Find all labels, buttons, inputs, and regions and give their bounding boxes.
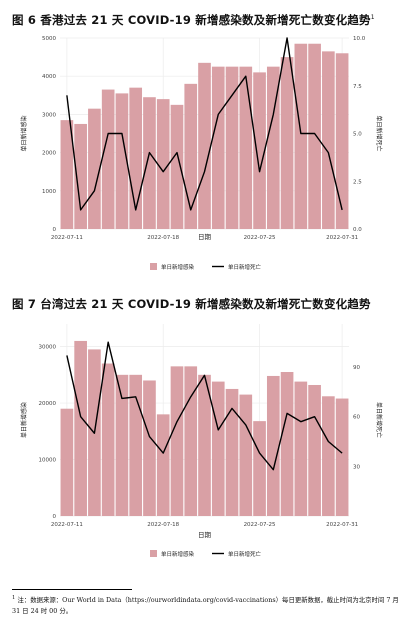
x-tick-label: 2022-07-25 bbox=[244, 235, 276, 241]
y-right-tick-label: 30 bbox=[353, 464, 360, 470]
y-left-tick-label: 1000 bbox=[42, 189, 56, 195]
y-right-tick-label: 7.5 bbox=[353, 84, 362, 90]
bar bbox=[198, 62, 211, 229]
legend-label-deaths: 单日新增死亡 bbox=[228, 263, 262, 271]
legend-label-infections: 单日新增感染 bbox=[161, 550, 195, 558]
bar bbox=[335, 398, 349, 516]
y-right-tick-label: 90 bbox=[353, 365, 360, 371]
legend-label-deaths: 单日新增死亡 bbox=[228, 550, 262, 558]
bar bbox=[253, 421, 266, 516]
bar bbox=[322, 51, 335, 230]
bar bbox=[184, 83, 198, 229]
y-right-axis-title: 单日新增死亡 bbox=[375, 115, 383, 151]
bar bbox=[101, 89, 115, 229]
y-left-tick-label: 20000 bbox=[39, 401, 57, 407]
bar bbox=[129, 374, 143, 516]
footnote: 1 注：数据来源：Our World in Data（https://ourwo… bbox=[12, 595, 399, 616]
bar bbox=[280, 57, 294, 229]
x-axis-title: 日期 bbox=[198, 233, 212, 241]
y-left-tick-label: 4000 bbox=[42, 74, 56, 80]
y-left-tick-label: 30000 bbox=[39, 345, 57, 351]
bar bbox=[211, 381, 225, 516]
bar bbox=[294, 43, 308, 230]
y-left-tick-label: 10000 bbox=[39, 458, 57, 464]
deaths-line bbox=[66, 341, 343, 471]
bar bbox=[88, 108, 101, 229]
x-tick-label: 2022-07-11 bbox=[51, 522, 83, 528]
deaths-line bbox=[66, 37, 343, 211]
legend-label-infections: 单日新增感染 bbox=[161, 263, 195, 271]
bar bbox=[115, 93, 129, 229]
x-axis-title: 日期 bbox=[198, 531, 212, 539]
hong-kong-chart: 0 1000 2000 3000 4000 5000 0.0 2.5 5.0 7.5 10.0 202… bbox=[20, 36, 383, 271]
legend-swatch-bar bbox=[150, 263, 157, 270]
y-right-tick-label: 60 bbox=[353, 415, 360, 421]
figure-6-title: 图 6 香港过去 21 天 COVID-19 新增感染数及新增死亡数变化趋势1 bbox=[12, 13, 375, 27]
legend-swatch-bar bbox=[150, 550, 157, 557]
y-left-tick-label: 0 bbox=[53, 227, 57, 233]
y-right-tick-label: 5.0 bbox=[353, 132, 362, 138]
bar bbox=[170, 104, 184, 229]
x-tick-label: 2022-07-31 bbox=[326, 235, 358, 241]
bar bbox=[308, 43, 321, 230]
bar bbox=[74, 123, 87, 229]
bar bbox=[266, 66, 280, 230]
bar bbox=[294, 381, 308, 516]
y-left-axis-title: 单日新增感染 bbox=[20, 115, 28, 151]
bar bbox=[115, 374, 129, 516]
footnote-marker: 1 bbox=[370, 14, 375, 22]
x-tick-label: 2022-07-11 bbox=[51, 235, 83, 241]
bar bbox=[60, 120, 74, 229]
bar bbox=[239, 394, 253, 516]
bar bbox=[101, 363, 115, 516]
figure-7-title: 图 7 台湾过去 21 天 COVID-19 新增感染数及新增死亡数变化趋势 bbox=[12, 297, 371, 311]
y-left-axis-title: 单日新增感染 bbox=[20, 402, 28, 438]
bar bbox=[74, 340, 87, 516]
x-tick-label: 2022-07-25 bbox=[244, 522, 276, 528]
x-tick-label: 2022-07-18 bbox=[147, 235, 179, 241]
bar bbox=[253, 72, 266, 229]
y-right-tick-label: 2.5 bbox=[353, 179, 362, 185]
bar bbox=[60, 408, 74, 516]
bar bbox=[143, 97, 156, 230]
y-left-tick-label: 0 bbox=[53, 514, 57, 520]
bar bbox=[156, 414, 170, 516]
y-left-tick-label: 5000 bbox=[42, 36, 56, 42]
bar bbox=[308, 384, 321, 516]
y-right-tick-label: 10.0 bbox=[353, 36, 366, 42]
bar bbox=[198, 374, 211, 516]
bar bbox=[225, 388, 239, 516]
y-right-tick-label: 0.0 bbox=[353, 227, 362, 233]
bar bbox=[239, 66, 253, 230]
bar bbox=[280, 372, 294, 516]
bar bbox=[143, 380, 156, 516]
bar bbox=[266, 375, 280, 516]
y-left-tick-label: 2000 bbox=[42, 151, 56, 157]
taiwan-chart: 0 10000 20000 30000 30 60 90 2022-07-11 2022-07-… bbox=[20, 324, 383, 558]
x-tick-label: 2022-07-18 bbox=[147, 522, 179, 528]
x-tick-label: 2022-07-31 bbox=[326, 522, 358, 528]
bar bbox=[322, 396, 335, 516]
y-left-tick-label: 3000 bbox=[42, 112, 56, 118]
bar bbox=[211, 66, 225, 230]
bar bbox=[335, 53, 349, 229]
bar bbox=[170, 366, 184, 516]
bar bbox=[156, 99, 170, 230]
y-right-axis-title: 单日新增死亡 bbox=[375, 402, 383, 438]
footnote-divider bbox=[12, 589, 132, 590]
bar bbox=[225, 66, 239, 230]
